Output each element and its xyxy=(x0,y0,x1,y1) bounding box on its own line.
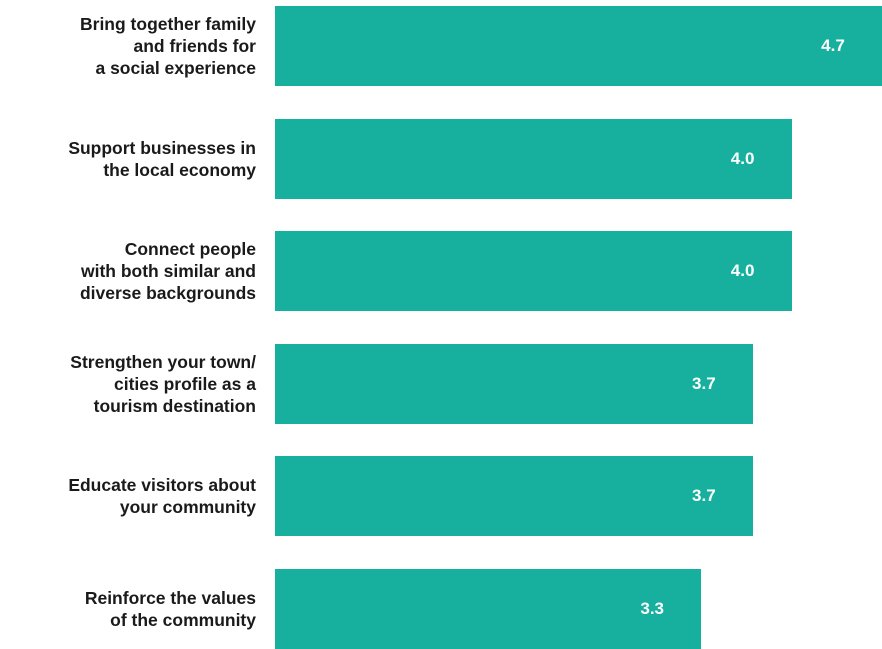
data-label: 3.7 xyxy=(692,373,716,393)
bar xyxy=(275,343,753,424)
category-label: Bring together family and friends for a … xyxy=(80,14,256,78)
category-label: Reinforce the values of the community xyxy=(84,587,256,630)
category-label: Support businesses in the local economy xyxy=(68,137,256,180)
data-label: 3.3 xyxy=(640,598,665,618)
bar xyxy=(275,568,702,649)
data-label: 3.7 xyxy=(692,486,716,505)
bar xyxy=(275,456,753,536)
bar xyxy=(275,231,792,311)
bar xyxy=(275,118,792,199)
bar xyxy=(275,6,882,86)
category-label: Educate visitors about your community xyxy=(68,475,256,517)
data-label: 4.0 xyxy=(730,261,755,280)
category-label: Connect people with both similar and div… xyxy=(79,239,256,303)
data-label: 4.7 xyxy=(821,36,845,55)
data-label: 4.0 xyxy=(730,148,755,168)
category-label: Strengthen your town/ cities profile as … xyxy=(70,351,256,416)
